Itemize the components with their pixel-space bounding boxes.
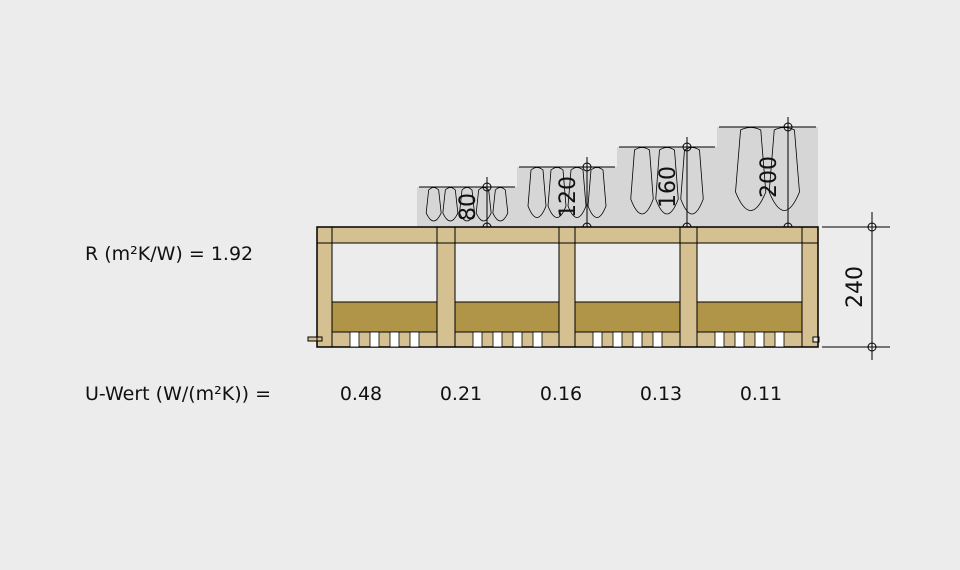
- r-value-label: R (m²K/W) = 1.92: [85, 243, 254, 265]
- slat-gap: [532, 331, 543, 348]
- slat-gap: [632, 331, 643, 348]
- stud: [316, 226, 333, 348]
- cavity: [454, 242, 560, 303]
- u-value-0: 0.48: [339, 383, 383, 405]
- dimension-marker: [867, 222, 877, 232]
- stud: [558, 226, 576, 348]
- tongue-left: [307, 336, 323, 342]
- insulation-thickness-label: 200: [757, 156, 782, 198]
- cavity: [574, 242, 681, 303]
- fill-layer: [331, 301, 438, 333]
- slat-gap: [774, 331, 785, 348]
- slat-gap: [369, 331, 380, 348]
- stud: [801, 226, 819, 348]
- insulation-batt-loop: [547, 167, 567, 218]
- insulation-batt-loop: [425, 187, 442, 222]
- insulation-thickness-label: 120: [556, 176, 581, 218]
- insulation-block: [717, 127, 818, 227]
- insulation-batt-loop: [527, 167, 547, 218]
- insulation-batt-loop: [442, 187, 459, 222]
- u-value-label: U-Wert (W/(m²K)) =: [85, 383, 272, 405]
- insulation-batt-loop: [567, 167, 587, 218]
- insulation-batt-loop: [459, 187, 475, 222]
- dimension-marker: [582, 162, 592, 172]
- groove-right: [812, 336, 820, 343]
- u-value-4: 0.11: [739, 383, 783, 405]
- u-value-3: 0.13: [639, 383, 683, 405]
- dimension-marker: [482, 182, 492, 192]
- insulation-batt-loop: [475, 187, 492, 222]
- insulation-batt-loop: [735, 127, 767, 211]
- dimension-marker: [682, 142, 692, 152]
- insulation-batt-loop: [587, 167, 607, 218]
- slat-gap: [592, 331, 603, 348]
- floor-thickness-label: 240: [843, 266, 868, 308]
- slat-gap: [754, 331, 765, 348]
- slat-gap: [409, 331, 420, 348]
- dimension-marker: [783, 122, 793, 132]
- slat-gap: [612, 331, 623, 348]
- cavity: [331, 242, 438, 303]
- fill-layer: [454, 301, 560, 333]
- insulation-batt-loop: [655, 147, 679, 215]
- slat-gap: [492, 331, 503, 348]
- slat-gap: [652, 331, 663, 348]
- slat-gap: [714, 331, 725, 348]
- slat-gap: [349, 331, 360, 348]
- cavity: [696, 242, 803, 303]
- u-value-1: 0.21: [439, 383, 483, 405]
- slat-gap: [389, 331, 400, 348]
- insulation-batt-loop: [768, 127, 800, 211]
- stud: [679, 226, 698, 348]
- insulation-batt-loop: [492, 187, 509, 222]
- u-value-2: 0.16: [539, 383, 583, 405]
- fill-layer: [574, 301, 681, 333]
- dimension-marker: [867, 342, 877, 352]
- slat-gap: [734, 331, 745, 348]
- stud: [436, 226, 456, 348]
- insulation-thickness-label: 160: [656, 166, 681, 208]
- insulation-block: [517, 167, 617, 227]
- insulation-batt-loop: [680, 147, 704, 215]
- slat-gap: [512, 331, 523, 348]
- slat-gap: [472, 331, 483, 348]
- insulation-batt-loop: [630, 147, 654, 215]
- insulation-block: [417, 187, 517, 227]
- fill-layer: [696, 301, 803, 333]
- insulation-thickness-label: 80: [456, 193, 481, 221]
